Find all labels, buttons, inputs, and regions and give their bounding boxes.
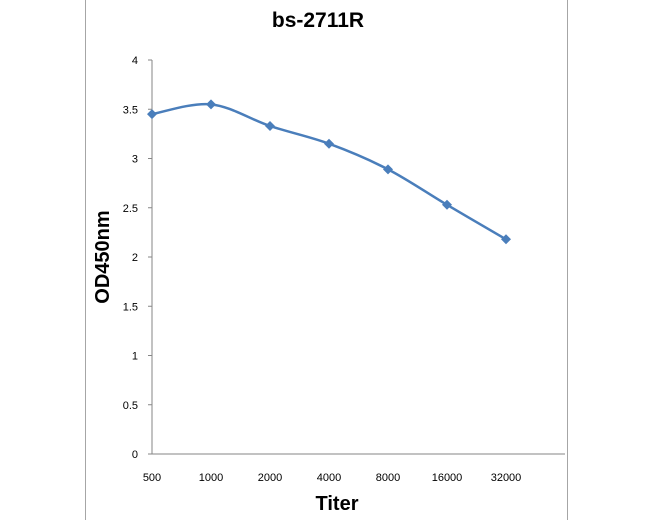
x-tick-label: 1000 (199, 472, 223, 484)
x-tick-label: 2000 (258, 472, 282, 484)
x-tick-label: 32000 (491, 472, 522, 484)
y-tick-label: 1 (132, 351, 138, 363)
y-tick-label: 2.5 (123, 203, 138, 215)
frame-border-left (85, 0, 86, 520)
y-axis-ticks: 0 0.5 1 1.5 2 2.5 3 3.5 4 (123, 55, 152, 461)
x-tick-label: 16000 (432, 472, 463, 484)
y-tick-label: 0.5 (123, 400, 138, 412)
x-tick-label: 8000 (376, 472, 400, 484)
data-point-marker (383, 164, 393, 175)
data-series (147, 99, 511, 245)
y-tick-label: 4 (132, 55, 138, 67)
y-tick-label: 0 (132, 449, 138, 461)
data-point-marker (442, 199, 452, 210)
frame-border-right (567, 0, 568, 520)
x-axis-ticks: 500 1000 2000 4000 8000 16000 32000 (143, 472, 521, 484)
x-axis-label: Titer (316, 493, 359, 515)
chart-title: bs-2711R (272, 9, 364, 32)
y-tick-label: 2 (132, 252, 138, 264)
y-tick-label: 1.5 (123, 301, 138, 313)
data-point-marker (324, 138, 334, 149)
x-tick-label: 500 (143, 472, 161, 484)
data-point-marker (206, 99, 216, 110)
y-tick-label: 3.5 (123, 104, 138, 116)
data-point-marker (265, 120, 275, 131)
x-tick-label: 4000 (317, 472, 341, 484)
data-point-marker (501, 234, 511, 245)
data-point-marker (147, 109, 157, 120)
y-axis-label: OD450nm (92, 210, 114, 303)
series-line (151, 102, 507, 241)
y-tick-label: 3 (132, 154, 138, 166)
